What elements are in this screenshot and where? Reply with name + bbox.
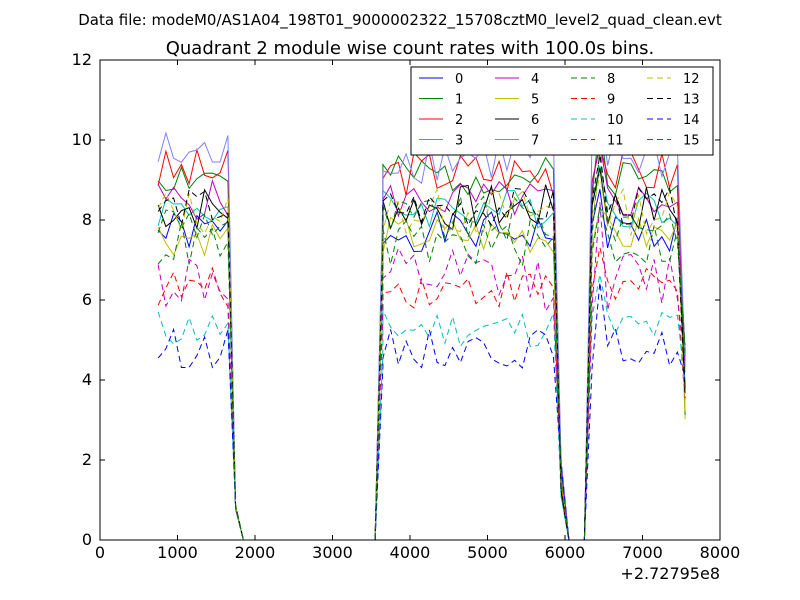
legend-label-5: 5 [531, 93, 539, 108]
series-line-2 [157, 146, 686, 541]
series-line-10 [157, 274, 686, 541]
series-line-9 [157, 247, 686, 541]
legend-label-1: 1 [455, 93, 463, 108]
series-line-13 [157, 155, 686, 541]
series-layer [157, 99, 686, 541]
y-tick-label: 6 [82, 290, 92, 309]
legend-label-15: 15 [683, 134, 700, 149]
x-tick-label: 2000 [235, 543, 276, 562]
series-line-6 [157, 167, 686, 541]
legend-label-9: 9 [607, 93, 615, 108]
legend-label-11: 11 [607, 134, 624, 149]
series-line-15 [157, 206, 686, 541]
legend-label-10: 10 [607, 113, 624, 128]
series-line-0 [157, 189, 686, 541]
x-tick-label: 3000 [312, 543, 353, 562]
y-tick-label: 8 [82, 210, 92, 229]
series-line-11 [157, 202, 686, 541]
x-tick-label: 8000 [700, 543, 741, 562]
series-line-12 [157, 174, 686, 541]
x-tick-label: 1000 [157, 543, 198, 562]
x-tick-label: 6000 [545, 543, 586, 562]
legend-label-7: 7 [531, 134, 539, 149]
legend-label-0: 0 [455, 72, 463, 87]
legend-label-6: 6 [531, 113, 539, 128]
legend-label-2: 2 [455, 113, 463, 128]
chart-supertitle: Data file: modeM0/AS1A04_198T01_90000023… [78, 11, 722, 30]
y-tick-label: 12 [72, 50, 92, 69]
legend-label-8: 8 [607, 72, 615, 87]
series-line-8 [157, 148, 686, 541]
x-offset-label: +2.72795e8 [620, 564, 720, 583]
legend-label-3: 3 [455, 134, 463, 149]
x-tick-label: 4000 [390, 543, 431, 562]
x-tick-label: 7000 [622, 543, 663, 562]
series-line-1 [157, 120, 686, 541]
legend-label-13: 13 [683, 93, 700, 108]
legend-label-4: 4 [531, 72, 539, 87]
y-tick-label: 10 [72, 130, 92, 149]
legend-label-12: 12 [683, 72, 700, 87]
legend-label-14: 14 [683, 113, 700, 128]
series-line-14 [157, 282, 686, 541]
series-line-7 [157, 99, 686, 541]
series-line-4 [157, 144, 686, 541]
x-tick-label: 0 [95, 543, 105, 562]
series-line-5 [157, 206, 686, 541]
y-tick-label: 4 [82, 370, 92, 389]
legend-box [410, 66, 714, 156]
chart-title: Quadrant 2 module wise count rates with … [166, 38, 655, 59]
y-tick-label: 2 [82, 450, 92, 469]
y-tick-label: 0 [82, 530, 92, 549]
x-tick-label: 5000 [467, 543, 508, 562]
axis-layer: 0 1000 2000 3000 4000 5000 6000 7000 80000246810… [72, 50, 741, 562]
